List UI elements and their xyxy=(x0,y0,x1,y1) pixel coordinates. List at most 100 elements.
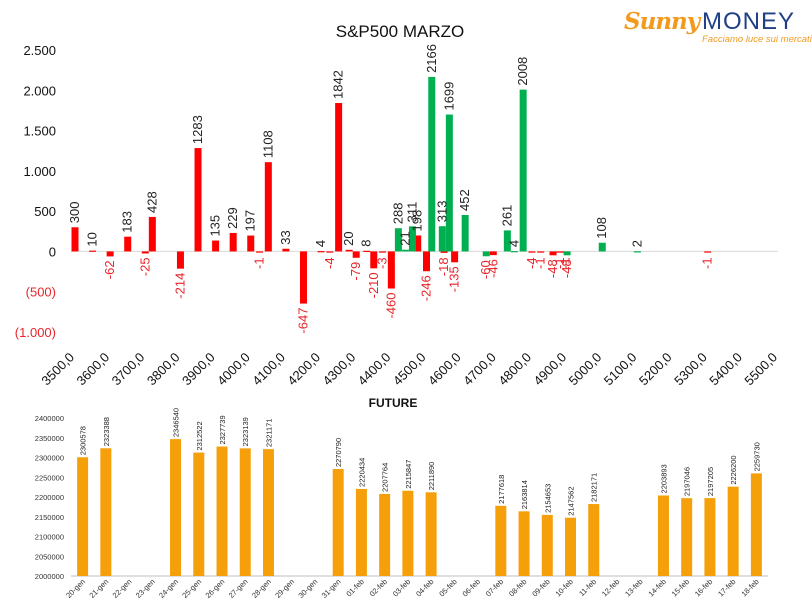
future-data-label: 2207764 xyxy=(381,463,390,492)
future-x-tick-label: 16-feb xyxy=(693,577,714,598)
future-data-label: 2211890 xyxy=(427,462,436,491)
future-data-label: 2154653 xyxy=(543,484,552,513)
sp500-bar xyxy=(598,242,606,252)
future-y-tick-label: 2400000 xyxy=(35,414,64,423)
brand-logo: Sunny MONEY Facciamo luce sui mercati xyxy=(622,6,812,46)
future-bar xyxy=(262,449,274,576)
sp500-y-axis: 2.500 2.000 1.500 1.000 500 0 (500) (1.000) xyxy=(15,43,56,340)
sp500-bar xyxy=(317,251,325,253)
sp500-x-tick-label: 5300,0 xyxy=(671,350,710,389)
future-bar xyxy=(588,504,600,576)
sp500-bar xyxy=(176,251,184,269)
future-x-tick-label: 15-feb xyxy=(670,577,691,598)
future-y-tick-label: 2350000 xyxy=(35,434,64,443)
sp500-bar xyxy=(212,240,220,252)
sp500-data-label: -1 xyxy=(252,257,267,269)
sp500-bar xyxy=(363,250,371,252)
future-y-tick-label: 2050000 xyxy=(35,552,64,561)
future-bar xyxy=(379,493,391,576)
sp500-bar xyxy=(345,249,353,252)
future-y-tick-label: 2200000 xyxy=(35,493,64,502)
future-x-tick-label: 10-feb xyxy=(554,577,575,598)
sp500-bar xyxy=(451,251,459,263)
sp500-data-label: 8 xyxy=(359,240,374,247)
sp500-y-tick-label: 2.500 xyxy=(23,43,56,58)
future-data-label: 2177618 xyxy=(497,475,506,504)
sp500-x-tick-label: 5000,0 xyxy=(566,350,605,389)
future-x-tick-label: 03-feb xyxy=(391,577,412,598)
sp500-x-tick-label: 5400,0 xyxy=(706,350,745,389)
sp500-x-tick-label: 5500,0 xyxy=(741,350,780,389)
future-y-tick-label: 2000000 xyxy=(35,572,64,581)
sp500-data-label: -48 xyxy=(545,259,560,278)
sp500-x-tick-label: 4800,0 xyxy=(495,350,534,389)
future-data-label: 2323388 xyxy=(102,417,111,446)
sp500-x-tick-label: 3900,0 xyxy=(179,350,218,389)
future-x-tick-label: 01-feb xyxy=(344,577,365,598)
sp500-y-tick-label: 500 xyxy=(34,204,56,219)
sp500-data-label: 452 xyxy=(457,189,472,211)
sp500-bar xyxy=(528,251,536,253)
future-data-label: 2323139 xyxy=(241,417,250,446)
sp500-bar xyxy=(519,89,527,252)
future-x-tick-label: 23-gen xyxy=(134,577,157,600)
sp500-bar xyxy=(549,251,557,256)
future-x-tick-label: 31-gen xyxy=(320,577,343,600)
sp500-data-label: 288 xyxy=(390,203,405,225)
future-data-label: 2203893 xyxy=(659,464,668,493)
future-x-tick-label: 28-gen xyxy=(250,577,273,600)
future-x-tick-label: 24-gen xyxy=(157,577,180,600)
sp500-y-tick-label: 1.500 xyxy=(23,124,56,139)
sp500-data-label: -1 xyxy=(557,257,572,269)
future-x-tick-label: 06-feb xyxy=(461,577,482,598)
future-data-label: 2197205 xyxy=(706,467,715,496)
sp500-x-tick-label: 4900,0 xyxy=(530,350,569,389)
sp500-x-tick-label: 3700,0 xyxy=(109,350,148,389)
sp500-bar xyxy=(335,103,343,252)
sp500-bar xyxy=(445,114,453,252)
sp500-x-tick-label: 4500,0 xyxy=(390,350,429,389)
sp500-bar xyxy=(510,251,518,253)
future-x-tick-label: 05-feb xyxy=(437,577,458,598)
sp500-bar xyxy=(148,216,156,252)
brand-logo-sunny: Sunny xyxy=(624,8,700,35)
sp500-data-label: 33 xyxy=(278,230,293,244)
chart-title-future: FUTURE xyxy=(369,396,418,410)
sp500-data-label: -1 xyxy=(700,257,715,269)
sp500-x-tick-label: 4200,0 xyxy=(284,350,323,389)
sp500-bar xyxy=(229,232,237,252)
sp500-bar xyxy=(563,251,571,256)
future-bar xyxy=(565,517,577,576)
future-x-tick-label: 04-feb xyxy=(414,577,435,598)
future-bar xyxy=(518,511,530,576)
sp500-bar xyxy=(556,251,564,253)
future-data-label: 2346540 xyxy=(172,408,181,437)
future-bars xyxy=(77,439,762,576)
future-data-label: 2215847 xyxy=(404,460,413,489)
future-x-tick-label: 09-feb xyxy=(530,577,551,598)
sp500-data-label: -1 xyxy=(533,257,548,269)
future-data-label: 2259730 xyxy=(752,442,761,471)
sp500-data-label: -3 xyxy=(375,257,390,269)
future-x-tick-label: 17-feb xyxy=(716,577,737,598)
sp500-data-label: -48 xyxy=(559,259,574,278)
brand-logo-money: MONEY xyxy=(702,8,796,35)
sp500-data-label: 21 xyxy=(397,231,412,245)
sp500-x-tick-label: 4000,0 xyxy=(214,350,253,389)
sp500-bar xyxy=(401,249,409,252)
future-data-label: 2327739 xyxy=(218,415,227,444)
future-x-tick-label: 27-gen xyxy=(227,577,250,600)
sp500-bar xyxy=(704,251,712,253)
future-x-tick-label: 08-feb xyxy=(507,577,528,598)
sp500-data-label: -4 xyxy=(322,257,337,269)
future-bar xyxy=(402,490,414,576)
sp500-data-label: 198 xyxy=(410,210,425,232)
sp500-x-tick-label: 4400,0 xyxy=(355,350,394,389)
brand-tagline: Facciamo luce sui mercati xyxy=(702,34,812,45)
sp500-x-axis: 3500,03600,03700,03800,03900,04000,04100… xyxy=(38,350,780,389)
sp500-x-tick-label: 4100,0 xyxy=(249,350,288,389)
future-bar xyxy=(193,452,205,576)
sp500-data-label: 183 xyxy=(120,211,135,233)
future-data-label: 2163814 xyxy=(520,480,529,509)
sp500-bar xyxy=(352,251,360,258)
